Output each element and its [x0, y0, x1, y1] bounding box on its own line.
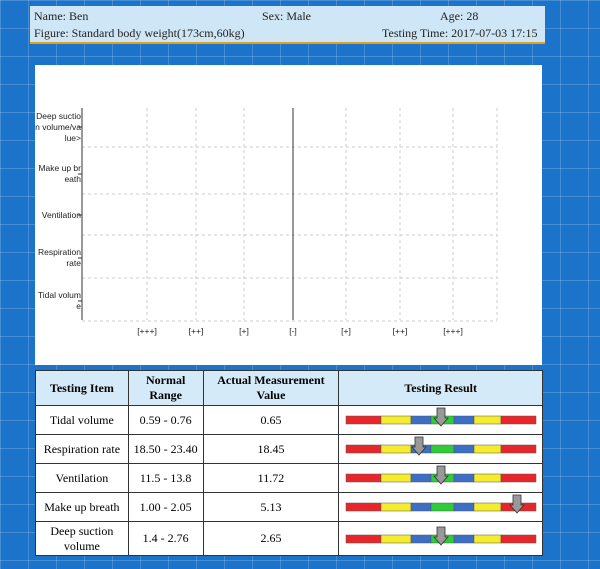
gauge-segment — [500, 444, 536, 454]
table-cell: 1.00 - 2.05 — [127, 492, 204, 522]
x-label: [++] — [188, 326, 204, 336]
column-header: Normal Range — [127, 370, 204, 406]
table-cell: 1.4 - 2.76 — [127, 521, 204, 556]
result-cell — [338, 405, 543, 435]
gauge-segment — [345, 415, 381, 425]
result-gauge — [345, 465, 536, 485]
table-cell: 11.72 — [202, 463, 340, 493]
x-label: [+] — [239, 326, 249, 336]
gauge-arrow — [432, 407, 449, 427]
gauge-segment — [453, 534, 474, 543]
y-label: Deep suction volume/value> — [35, 110, 81, 143]
result-cell — [338, 434, 543, 464]
gauge-segment — [410, 415, 431, 425]
gauge-segment — [345, 444, 381, 454]
y-label: Ventilation — [41, 209, 81, 220]
gauge-segment — [380, 444, 411, 454]
gauge-arrow — [410, 436, 427, 456]
gauge-segment — [380, 534, 411, 543]
table-cell: 11.5 - 13.8 — [127, 463, 204, 493]
gauge-segment — [345, 534, 381, 543]
gauge-segment — [380, 415, 411, 425]
table-cell: Deep suction volume — [35, 521, 129, 556]
gauge-segment — [500, 415, 536, 425]
table-row: Deep suction volume 1.4 - 2.76 2.65 — [35, 521, 543, 556]
column-header: Testing Item — [35, 370, 129, 406]
result-gauge — [345, 407, 536, 427]
x-label: [+++] — [137, 326, 157, 336]
gauge-segment — [453, 473, 474, 483]
result-table: Testing Item Normal Range Actual Measureme… — [35, 370, 543, 556]
y-label: Make up breath — [38, 163, 81, 184]
gauge-segment — [410, 534, 431, 543]
y-label: Respiration rate — [38, 247, 81, 268]
gauge-arrow — [432, 526, 449, 546]
result-gauge — [345, 526, 536, 546]
gauge-segment — [473, 534, 501, 543]
table-cell: Make up breath — [35, 492, 129, 522]
result-cell — [338, 492, 543, 522]
result-cell — [338, 463, 543, 493]
gauge-segment — [500, 473, 536, 483]
table-row: Ventilation 11.5 - 13.8 11.72 — [35, 463, 543, 493]
x-label: [+++] — [443, 326, 463, 336]
result-gauge — [345, 436, 536, 456]
table-cell: Respiration rate — [35, 434, 129, 464]
x-label: [-] — [289, 326, 297, 336]
column-header: Testing Result — [338, 370, 543, 406]
table-cell: 18.45 — [202, 434, 340, 464]
table-cell: 0.59 - 0.76 — [127, 405, 204, 435]
patient-name: Name: Ben — [34, 9, 89, 23]
report-header: Name: Ben Sex: Male Age: 28 Figure: Stan… — [30, 6, 545, 44]
gauge-segment — [410, 473, 431, 483]
result-cell — [338, 521, 543, 556]
y-label: Tidal volume — [37, 290, 81, 311]
table-row: Respiration rate 18.50 - 23.40 18.45 — [35, 434, 543, 464]
gauge-segment — [345, 473, 381, 483]
table-row: Tidal volume 0.59 - 0.76 0.65 — [35, 405, 543, 435]
table-cell: 18.50 - 23.40 — [127, 434, 204, 464]
table-cell: 5.13 — [202, 492, 340, 522]
gauge-segment — [473, 415, 501, 425]
gauge-segment — [500, 534, 536, 543]
chart-panel: Deep suction volume/value> Make up breath… — [35, 65, 542, 365]
x-label: [+] — [341, 326, 351, 336]
gauge-segment — [453, 415, 474, 425]
table-cell: 2.65 — [202, 521, 340, 556]
table-header: Testing Item Normal Range Actual Measureme… — [35, 370, 543, 406]
patient-sex: Sex: Male — [262, 9, 311, 23]
column-header: Actual Measurement Value — [202, 370, 340, 406]
result-gauge — [345, 494, 536, 514]
figure: Figure: Standard body weight(173cm,60kg) — [34, 26, 245, 40]
gauge-segment — [453, 502, 474, 512]
gauge-segment — [430, 444, 454, 454]
table-cell: Tidal volume — [35, 405, 129, 435]
gauge-segment — [473, 444, 501, 454]
gauge-segment — [430, 502, 454, 512]
patient-age: Age: 28 — [440, 9, 479, 23]
gauge-segment — [380, 502, 411, 512]
gauge-segment — [453, 444, 474, 454]
testing-time: Testing Time: 2017-07-03 17:15 — [382, 26, 538, 40]
gauge-segment — [380, 473, 411, 483]
table-cell: Ventilation — [35, 463, 129, 493]
gauge-segment — [473, 502, 501, 512]
gauge-arrow — [508, 494, 525, 514]
gauge-segment — [410, 502, 431, 512]
gauge-segment — [345, 502, 381, 512]
table-cell: 0.65 — [202, 405, 340, 435]
table-row: Make up breath 1.00 - 2.05 5.13 — [35, 492, 543, 522]
chart-grid — [78, 108, 498, 322]
x-label: [++] — [392, 326, 408, 336]
gauge-segment — [473, 473, 501, 483]
gauge-arrow — [432, 465, 449, 485]
